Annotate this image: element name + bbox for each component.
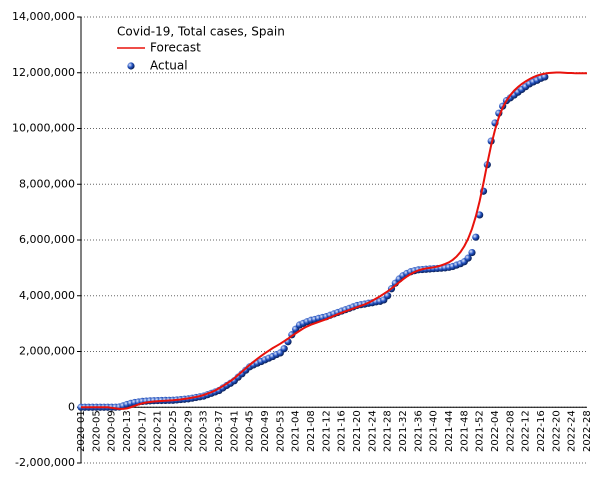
x-tick-label: 2021-24 xyxy=(367,410,378,452)
x-tick-label: 2021-12 xyxy=(321,410,332,452)
x-tick-label: 2021-28 xyxy=(383,410,394,452)
actual-point xyxy=(464,254,472,262)
y-tick-label: 0 xyxy=(68,400,75,413)
x-tick-label: 2020-17 xyxy=(137,410,148,452)
actual-point xyxy=(468,248,476,257)
x-tick-label: 2020-25 xyxy=(168,410,179,452)
actual-point xyxy=(280,345,288,353)
forecast-line xyxy=(81,71,587,410)
actual-point xyxy=(476,211,484,219)
x-tick-label: 2021-32 xyxy=(398,410,409,452)
x-tick-label: 2021-44 xyxy=(444,410,455,452)
actual-point xyxy=(541,73,549,81)
x-tick-label: 2021-52 xyxy=(475,410,486,452)
y-tick-label: 2,000,000 xyxy=(19,345,75,358)
x-tick-label: 2020-45 xyxy=(245,410,256,452)
x-tick-label: 2022-12 xyxy=(521,410,532,452)
x-tick-label: 2022-16 xyxy=(536,410,547,452)
x-tick-label: 2020-29 xyxy=(183,410,194,452)
y-tick-label: -2,000,000 xyxy=(15,456,75,469)
x-tick-label: 2021-20 xyxy=(352,410,363,452)
x-tick-label: 2021-16 xyxy=(337,410,348,452)
x-tick-label: 2022-04 xyxy=(490,410,501,452)
x-tick-label: 2020-09 xyxy=(107,410,118,452)
x-tick-label: 2020-05 xyxy=(91,410,102,452)
x-tick-label: 2022-28 xyxy=(582,410,593,452)
x-tick-label: 2021-48 xyxy=(459,410,470,452)
legend-swatch xyxy=(127,62,135,70)
x-tick-label: 2021-36 xyxy=(413,410,424,452)
x-tick-label: 2020-41 xyxy=(229,410,240,452)
y-tick-label: 8,000,000 xyxy=(19,177,75,190)
legend-label: Forecast xyxy=(150,41,201,55)
actual-point xyxy=(472,233,480,241)
x-tick-label: 2020-33 xyxy=(199,410,210,452)
x-tick-label: 2020-53 xyxy=(275,410,286,452)
x-tick-label: 2021-08 xyxy=(306,410,317,452)
x-tick-label: 2021-04 xyxy=(291,410,302,452)
y-tick-label: 14,000,000 xyxy=(12,10,75,23)
x-tick-label: 2020-01 xyxy=(76,410,87,452)
x-tick-label: 2020-21 xyxy=(153,410,164,452)
x-tick-label: 2020-49 xyxy=(260,410,271,452)
y-tick-label: 12,000,000 xyxy=(12,66,75,79)
y-tick-label: 4,000,000 xyxy=(19,289,75,302)
actual-point xyxy=(384,292,392,300)
x-tick-label: 2022-08 xyxy=(505,410,516,452)
x-tick-label: 2020-13 xyxy=(122,410,133,452)
x-tick-label: 2020-37 xyxy=(214,410,225,452)
chart-title: Covid-19, Total cases, Spain xyxy=(117,25,285,39)
y-tick-label: 10,000,000 xyxy=(12,122,75,135)
x-tick-label: 2022-20 xyxy=(551,410,562,452)
x-tick-label: 2022-24 xyxy=(567,410,578,452)
y-tick-label: 6,000,000 xyxy=(19,233,75,246)
legend-label: Actual xyxy=(150,59,188,73)
x-tick-label: 2021-40 xyxy=(429,410,440,452)
